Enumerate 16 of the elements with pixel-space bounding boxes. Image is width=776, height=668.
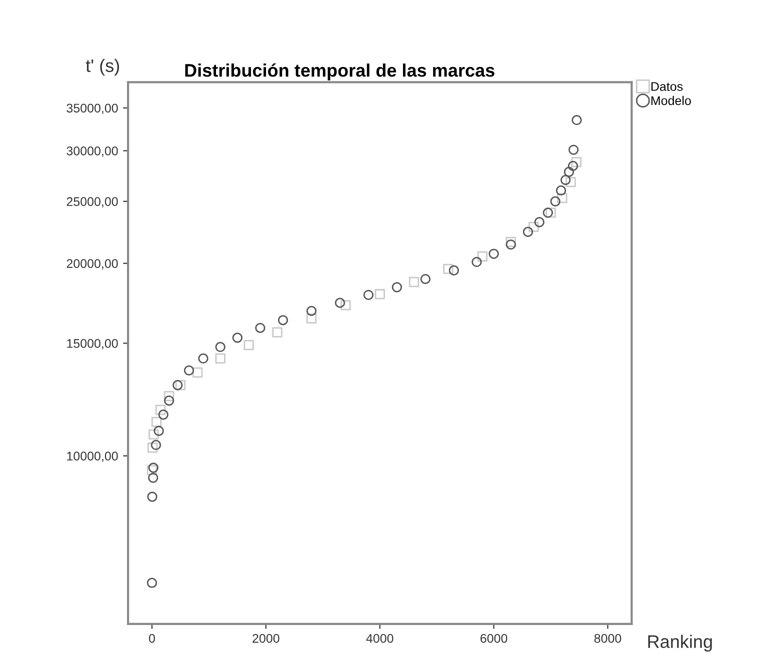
chart-title: Distribución temporal de las marcas — [185, 63, 494, 80]
y-tick-label: 20000,00 — [66, 259, 118, 270]
legend-label: Datos — [651, 82, 683, 91]
y-tick-label: 10000,00 — [67, 452, 118, 462]
x-tick-label: 0 — [148, 634, 155, 643]
x-tick-label: 6000 — [480, 634, 508, 643]
x-tick-label: 8000 — [594, 634, 622, 643]
x-tick-label: 4000 — [366, 634, 394, 643]
y-tick-label: 30000,00 — [66, 146, 118, 157]
x-axis-title: Ranking — [648, 634, 712, 652]
y-tick-label: 25000,00 — [66, 197, 118, 208]
legend-label: Modelo — [651, 96, 691, 106]
x-tick-label: 2000 — [252, 634, 280, 643]
y-tick-label: 35000,00 — [66, 104, 118, 114]
y-tick-label: 15000,00 — [67, 339, 118, 350]
y-axis-title: t' (s) — [86, 58, 120, 76]
